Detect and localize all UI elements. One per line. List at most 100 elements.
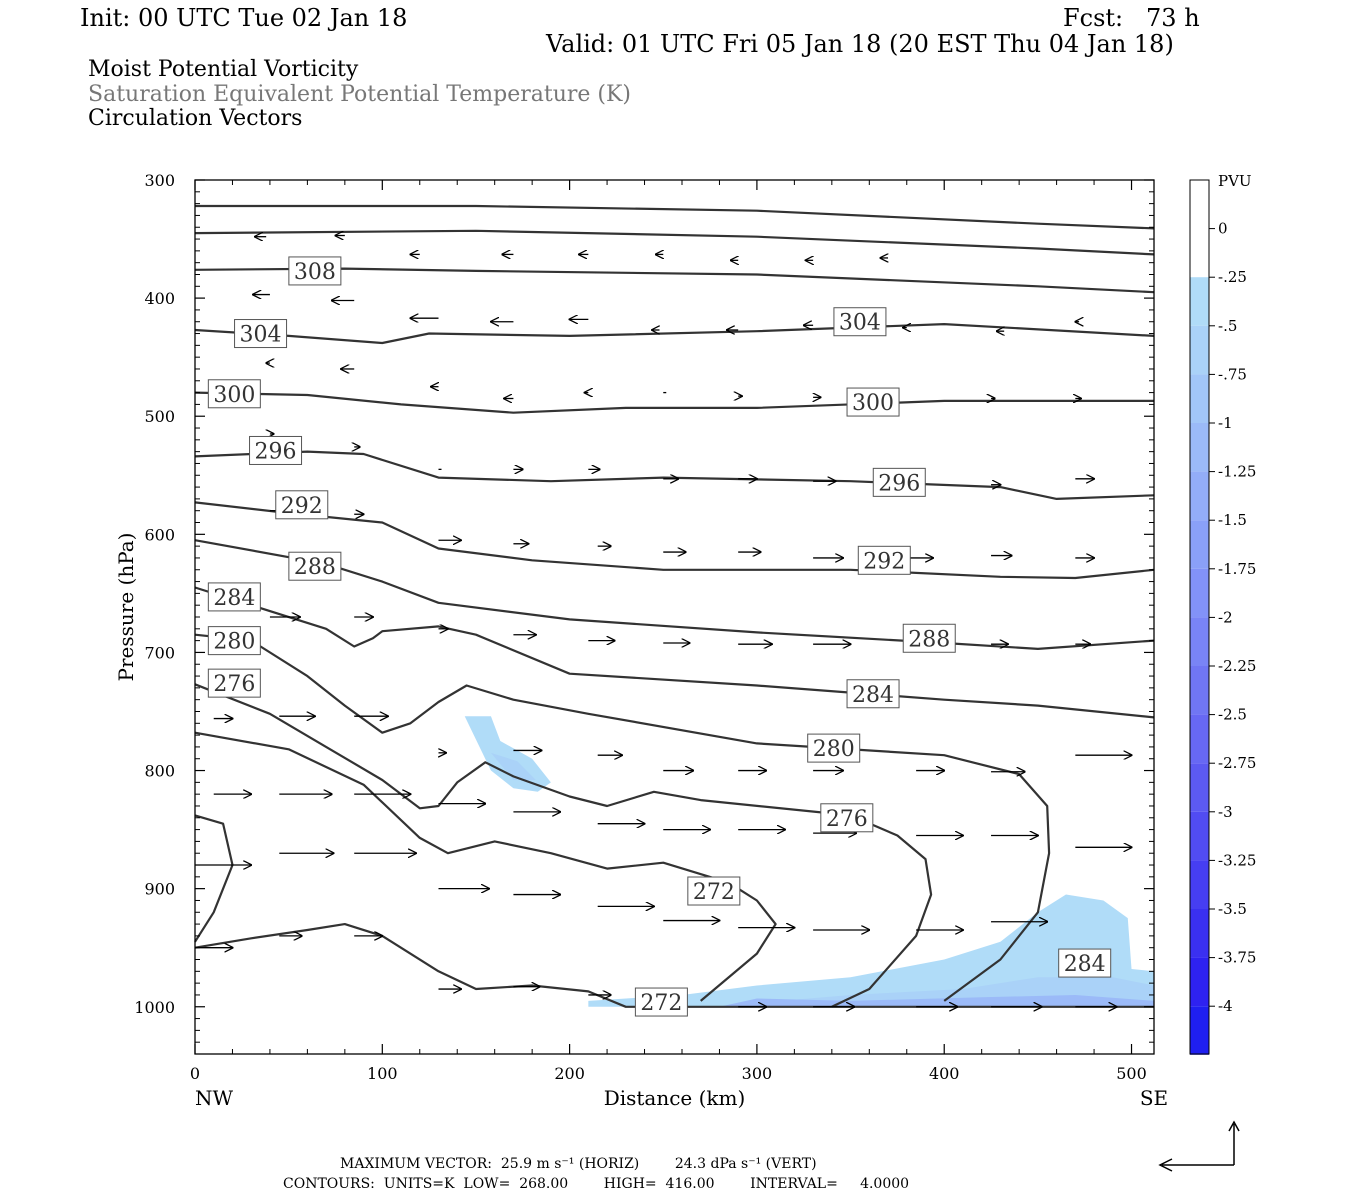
y-tick-label: 800 [144,762,175,781]
x-left-label: NW [195,1086,234,1110]
colorbar-swatch [1190,471,1209,521]
contour-label-text: 304 [240,323,282,348]
init-time: Init: 00 UTC Tue 02 Jan 18 [80,4,408,32]
contour-label: 304 [234,319,288,349]
reference-vector-icon [1158,1120,1240,1172]
title-mpv: Moist Potential Vorticity [88,57,359,82]
colorbar-swatch [1190,811,1209,861]
colorbar-swatch [1190,617,1209,666]
contour-label: 284 [1058,948,1112,978]
contour-label-text: 288 [294,555,336,580]
contour-label: 276 [820,803,874,833]
theta-es-contour [194,229,1155,256]
contour-label-text: 284 [852,683,894,708]
colorbar-swatch [1190,666,1209,715]
colorbar-tick-label: -1.75 [1218,560,1256,578]
colorbar-swatch [1190,423,1209,472]
contour-label: 296 [872,467,926,497]
contour-label-box [275,490,329,520]
y-tick-label: 500 [144,407,175,426]
contour-label: 308 [288,256,342,286]
contour-label: 296 [249,435,303,465]
y-tick-label: 600 [144,525,175,544]
contour-label-text: 296 [878,471,920,496]
theta-es-contour [194,633,1051,1002]
theta-es-contour [194,450,1155,500]
colorbar-tick-label: 0 [1218,220,1228,238]
colorbar-swatch [1190,714,1209,764]
x-right-label: SE [1140,1086,1168,1110]
pv-shading-region [719,994,1154,1007]
title-theta-es: Saturation Equivalent Potential Temperat… [88,82,631,107]
contour-label-box [288,551,342,581]
contour-label-box [820,803,874,833]
contour-label-text: 284 [1064,952,1106,977]
contour-label-text: 280 [213,630,255,655]
contour-label-box [288,256,342,286]
max-vector-note: MAXIMUM VECTOR: 25.9 m s⁻¹ (HORIZ) 24.3 … [340,1156,817,1172]
contour-label-box [846,679,900,709]
y-axis-title: Pressure (hPa) [114,533,138,682]
colorbar-tick-label: -2.25 [1218,657,1256,675]
contour-label-box [207,668,261,698]
y-tick-label: 400 [144,289,175,308]
contour-label-text: 296 [255,439,297,464]
theta-es-contour [195,204,1155,230]
colorbar-tick-label: -2.75 [1218,754,1256,772]
contour-label-text: 284 [213,586,255,611]
colorbar-tick-label: -1 [1218,414,1233,432]
contour-label-box [872,467,926,497]
contour-label: 292 [275,490,329,520]
contour-label: 284 [207,582,261,612]
colorbar-swatch [1190,568,1209,618]
contour-info: CONTOURS: UNITS=K LOW= 268.00 HIGH= 416.… [283,1176,910,1192]
contour-label-box [207,379,261,409]
contour-label: 284 [846,679,900,709]
contour-label-box [807,733,861,763]
colorbar-swatch [1190,520,1209,569]
contour-label-text: 272 [693,880,735,905]
contour-label-text: 300 [213,383,255,408]
colorbar-tick-label: -4 [1218,997,1233,1015]
x-tick-label: 300 [742,1064,773,1083]
colorbar-swatch [1190,277,1209,326]
contour-label-text: 308 [294,260,336,285]
theta-es-contour [194,683,933,1008]
pv-shading-region [490,752,536,780]
contour-label-box [634,987,688,1017]
x-axis-title: Distance (km) [604,1086,746,1110]
x-tick-label: 500 [1116,1064,1147,1083]
colorbar-tick-label: -3.25 [1218,851,1256,869]
colorbar-swatch [1190,1006,1209,1055]
contour-label-box [234,319,288,349]
contour-label-box [207,626,261,656]
contour-label: 304 [833,307,887,337]
valid-time: Valid: 01 UTC Fri 05 Jan 18 (20 EST Thu … [546,30,1174,58]
contour-label: 272 [687,876,741,906]
colorbar-tick-label: -3.5 [1218,900,1247,918]
colorbar-swatch [1190,228,1209,278]
contour-label: 280 [807,733,861,763]
y-tick-label: 300 [144,171,175,190]
contour-label-text: 288 [908,627,950,652]
contour-label: 292 [857,545,911,575]
colorbar-tick-label: -.75 [1218,365,1247,383]
contour-label-text: 272 [640,991,682,1016]
contour-label-box [687,876,741,906]
theta-es-contour [194,814,234,943]
theta-es-contour [194,586,1155,719]
contour-label-box [249,435,303,465]
colorbar-tick-label: -1.25 [1218,463,1256,481]
contour-label-box [1058,948,1112,978]
colorbar-swatch [1190,374,1209,423]
x-tick-label: 0 [190,1064,200,1083]
colorbar-swatch [1190,763,1209,812]
theta-es-contour [194,501,1155,580]
y-tick-label: 700 [144,643,175,662]
x-tick-label: 200 [554,1064,585,1083]
colorbar-tick-label: -.25 [1218,268,1247,286]
contour-label-text: 280 [813,737,855,762]
contour-label: 280 [207,626,261,656]
colorbar-swatch [1190,860,1209,909]
colorbar-swatch [1190,957,1209,1007]
